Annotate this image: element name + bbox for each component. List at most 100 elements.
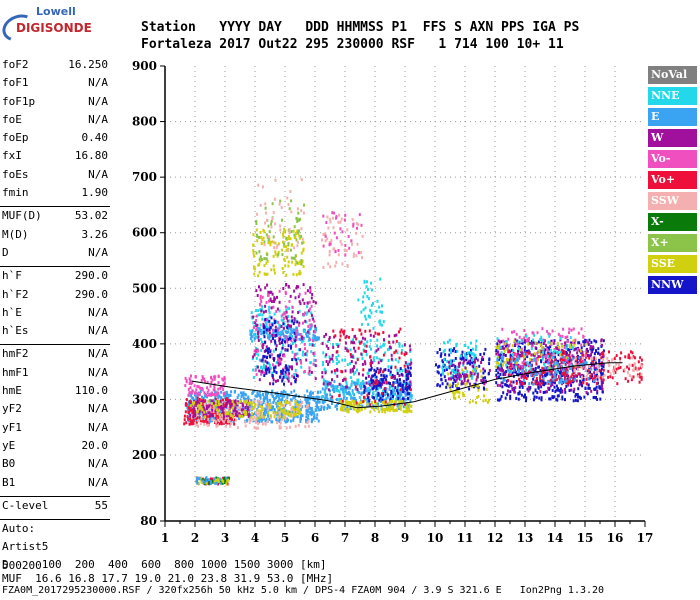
- echo-point: [495, 368, 498, 372]
- echo-point: [260, 309, 263, 313]
- echo-point: [573, 366, 576, 370]
- echo-point: [350, 394, 352, 398]
- echo-point: [441, 372, 444, 376]
- echo-point: [313, 352, 316, 356]
- echo-point: [556, 398, 559, 402]
- echo-point: [299, 411, 302, 415]
- echo-point: [217, 482, 219, 486]
- echo-point: [344, 341, 347, 345]
- echo-point: [582, 374, 585, 378]
- echo-point: [264, 309, 267, 313]
- echo-point: [261, 402, 263, 406]
- echo-point: [396, 368, 399, 372]
- echo-point: [201, 410, 204, 414]
- echo-point: [288, 326, 291, 330]
- echo-point: [370, 381, 373, 385]
- echo-point: [267, 299, 270, 303]
- echo-point: [386, 395, 389, 399]
- echo-point: [272, 328, 274, 332]
- echo-point: [322, 363, 324, 367]
- echo-point: [214, 397, 217, 401]
- echo-point: [404, 387, 407, 391]
- echo-point: [331, 353, 334, 357]
- echo-point: [352, 369, 354, 373]
- chart-points: [183, 178, 643, 486]
- echo-point: [221, 409, 224, 413]
- echo-point: [517, 355, 520, 359]
- echo-point: [324, 390, 327, 394]
- echo-point: [252, 249, 255, 252]
- x-tick-label: 9: [401, 531, 409, 545]
- echo-point: [244, 393, 247, 397]
- echo-point: [342, 379, 344, 382]
- echo-point: [628, 374, 631, 377]
- echo-point: [523, 336, 526, 340]
- echo-point: [534, 379, 537, 383]
- echo-point: [577, 354, 579, 358]
- echo-point: [400, 348, 403, 352]
- echo-point: [329, 242, 332, 246]
- echo-point: [470, 376, 473, 380]
- echo-point: [331, 357, 334, 361]
- echo-point: [311, 337, 314, 341]
- echo-point: [405, 382, 408, 386]
- echo-point: [449, 383, 452, 387]
- echo-point: [338, 394, 341, 398]
- echo-point: [524, 393, 526, 397]
- echo-point: [376, 387, 379, 391]
- echo-point: [558, 376, 561, 380]
- echo-point: [273, 415, 276, 419]
- echo-point: [363, 349, 366, 353]
- echo-point: [549, 370, 552, 374]
- param-value: N/A: [88, 245, 108, 259]
- echo-point: [284, 390, 287, 394]
- echo-point: [287, 260, 290, 264]
- echo-point: [452, 363, 455, 367]
- chart-profile: [191, 362, 623, 409]
- echo-point: [287, 368, 290, 372]
- echo-point: [401, 386, 404, 390]
- echo-point: [398, 356, 401, 360]
- echo-point: [188, 382, 191, 385]
- echo-point: [372, 382, 375, 386]
- echo-point: [268, 418, 271, 421]
- echo-point: [562, 351, 564, 355]
- echo-point: [294, 296, 297, 300]
- param-row: foEs N/A: [0, 168, 110, 186]
- echo-point: [619, 356, 622, 360]
- echo-point: [598, 385, 601, 389]
- echo-point: [280, 390, 283, 394]
- echo-point: [538, 382, 541, 386]
- echo-point: [572, 339, 575, 343]
- echo-point: [258, 250, 261, 254]
- echo-point: [523, 329, 526, 332]
- echo-point: [482, 358, 485, 361]
- echo-point: [277, 242, 280, 246]
- echo-point: [312, 300, 315, 304]
- echo-point: [324, 371, 327, 375]
- echo-point: [532, 377, 535, 381]
- echo-point: [595, 385, 598, 389]
- echo-point: [284, 408, 287, 412]
- echo-point: [359, 400, 362, 404]
- echo-point: [468, 400, 471, 404]
- echo-point: [589, 370, 591, 374]
- echo-point: [376, 299, 379, 303]
- param-value: N/A: [88, 112, 108, 126]
- echo-point: [215, 412, 218, 416]
- echo-point: [260, 412, 263, 416]
- echo-point: [594, 387, 597, 391]
- echo-point: [523, 381, 526, 385]
- echo-point: [454, 380, 457, 383]
- echo-point: [339, 387, 342, 391]
- param-value: N/A: [88, 305, 108, 319]
- echo-point: [257, 392, 260, 396]
- echo-point: [293, 389, 296, 393]
- echo-point: [575, 379, 578, 383]
- echo-point: [234, 418, 236, 422]
- echo-point: [588, 338, 591, 342]
- echo-point: [337, 360, 340, 364]
- echo-point: [306, 330, 309, 334]
- echo-point: [272, 264, 275, 268]
- echo-point: [269, 350, 272, 354]
